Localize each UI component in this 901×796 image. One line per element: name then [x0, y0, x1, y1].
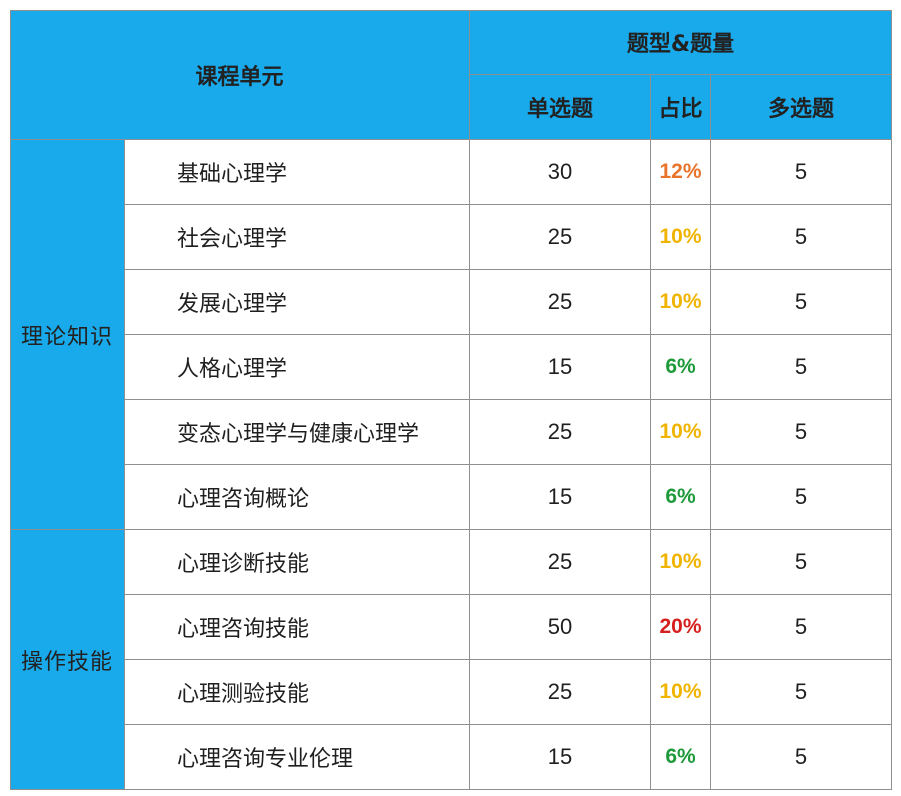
section-label: 理论知识 [10, 140, 125, 530]
ratio-value: 12% [651, 140, 711, 205]
ratio-value: 10% [651, 205, 711, 270]
header-multi-choice: 多选题 [711, 75, 892, 140]
ratio-value: 10% [651, 530, 711, 595]
course-unit-cell: 心理咨询技能 [125, 595, 470, 660]
single-choice-count: 25 [470, 530, 651, 595]
course-unit-cell: 心理诊断技能 [125, 530, 470, 595]
single-choice-count: 25 [470, 660, 651, 725]
course-unit-cell: 发展心理学 [125, 270, 470, 335]
ratio-value: 10% [651, 660, 711, 725]
header-question-type-group: 题型&题量 [470, 10, 892, 75]
single-choice-count: 50 [470, 595, 651, 660]
multi-choice-count: 5 [711, 465, 892, 530]
multi-choice-count: 5 [711, 270, 892, 335]
course-unit-cell: 人格心理学 [125, 335, 470, 400]
single-choice-count: 30 [470, 140, 651, 205]
single-choice-count: 25 [470, 270, 651, 335]
course-unit-cell: 心理咨询专业伦理 [125, 725, 470, 790]
ratio-value: 6% [651, 725, 711, 790]
single-choice-count: 25 [470, 205, 651, 270]
multi-choice-count: 5 [711, 335, 892, 400]
multi-choice-count: 5 [711, 595, 892, 660]
course-unit-cell: 社会心理学 [125, 205, 470, 270]
ratio-value: 10% [651, 400, 711, 465]
multi-choice-count: 5 [711, 400, 892, 465]
header-ratio: 占比 [651, 75, 711, 140]
multi-choice-count: 5 [711, 140, 892, 205]
section-label: 操作技能 [10, 530, 125, 790]
multi-choice-count: 5 [711, 205, 892, 270]
exam-distribution-table: 课程单元 题型&题量 单选题 占比 多选题 理论知识 操作技能 基础心理学 30 12%… [10, 10, 892, 790]
single-choice-count: 15 [470, 465, 651, 530]
ratio-value: 20% [651, 595, 711, 660]
course-unit-cell: 变态心理学与健康心理学 [125, 400, 470, 465]
multi-choice-count: 5 [711, 660, 892, 725]
header-single-choice: 单选题 [470, 75, 651, 140]
course-unit-cell: 心理测验技能 [125, 660, 470, 725]
header-course-unit: 课程单元 [10, 10, 470, 140]
multi-choice-count: 5 [711, 530, 892, 595]
course-unit-cell: 心理咨询概论 [125, 465, 470, 530]
ratio-value: 6% [651, 335, 711, 400]
single-choice-count: 15 [470, 335, 651, 400]
ratio-value: 10% [651, 270, 711, 335]
ratio-value: 6% [651, 465, 711, 530]
single-choice-count: 15 [470, 725, 651, 790]
multi-choice-count: 5 [711, 725, 892, 790]
single-choice-count: 25 [470, 400, 651, 465]
course-unit-cell: 基础心理学 [125, 140, 470, 205]
